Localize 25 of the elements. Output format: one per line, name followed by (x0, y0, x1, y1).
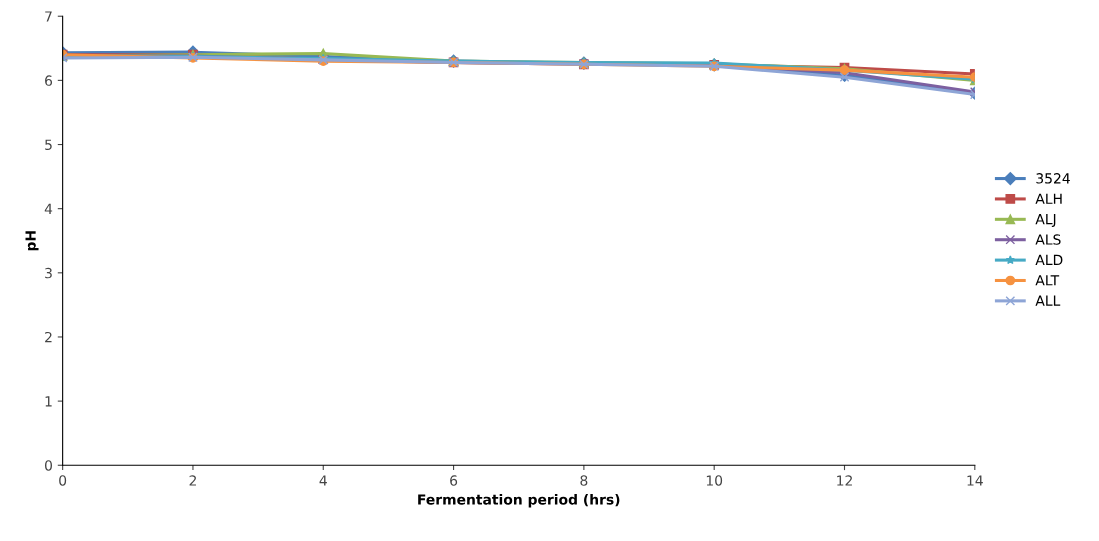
x-tick-label: 2 (189, 475, 196, 486)
legend-label: ALT (1035, 275, 1060, 286)
x-tick-label: 6 (450, 475, 458, 486)
x-tick-label: 0 (59, 475, 67, 486)
y-tick-label: 6 (45, 75, 53, 86)
legend-label: ALL (1035, 295, 1061, 306)
legend-label: ALJ (1035, 214, 1056, 227)
x-axis-title: Fermentation period (hrs) (418, 493, 620, 508)
legend-label: ALD (1035, 254, 1063, 265)
x-tick-label: 12 (837, 475, 852, 486)
y-tick-label: 5 (45, 139, 52, 150)
legend-label: ALS (1035, 234, 1061, 245)
y-axis-title: pH (25, 231, 39, 251)
y-tick-label: 0 (45, 460, 52, 471)
y-tick-label: 3 (45, 267, 52, 279)
y-tick-label: 4 (44, 203, 53, 214)
y-tick-label: 1 (45, 396, 52, 407)
y-tick-label: 2 (45, 331, 52, 343)
x-tick-label: 14 (967, 475, 983, 486)
legend-label: ALH (1035, 193, 1062, 204)
x-tick-label: 8 (580, 475, 588, 486)
legend-label: 3524 (1036, 173, 1070, 184)
x-tick-label: 10 (706, 475, 723, 486)
y-tick-label: 7 (45, 11, 52, 22)
x-tick-label: 4 (319, 475, 327, 486)
